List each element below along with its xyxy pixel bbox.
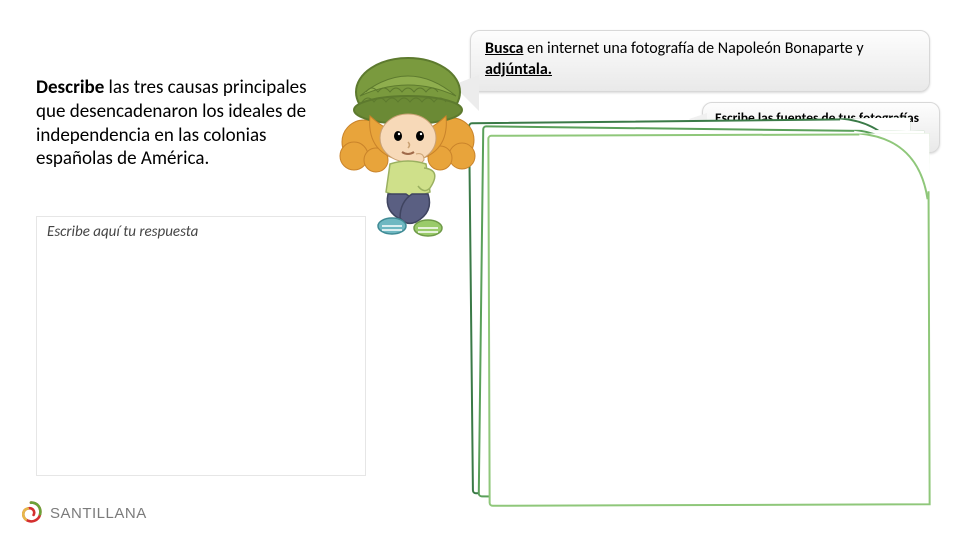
logo-swirl-icon: [18, 500, 44, 526]
logo-text: SANTILLANA: [50, 505, 147, 522]
bubble1-lead: Busca: [485, 39, 523, 58]
prompt-bold: Describe: [36, 76, 104, 99]
answer-textarea[interactable]: Escribe aquí tu respuesta: [36, 216, 366, 476]
speech-bubble-search: Busca en internet una fotografía de Napo…: [470, 30, 930, 92]
bubble1-tail: adjúntala.: [485, 60, 552, 79]
prompt-describe: Describe las tres causas principales que…: [36, 76, 336, 171]
answer-placeholder: Escribe aquí tu respuesta: [47, 223, 355, 241]
cartoon-girl-icon: [332, 44, 482, 244]
photo-frame-stack: [470, 120, 940, 510]
bubble1-mid: en internet una fotografía de Napoleón B…: [523, 39, 863, 58]
santillana-logo: SANTILLANA: [18, 500, 147, 526]
frame-sheet-front: [487, 133, 930, 507]
